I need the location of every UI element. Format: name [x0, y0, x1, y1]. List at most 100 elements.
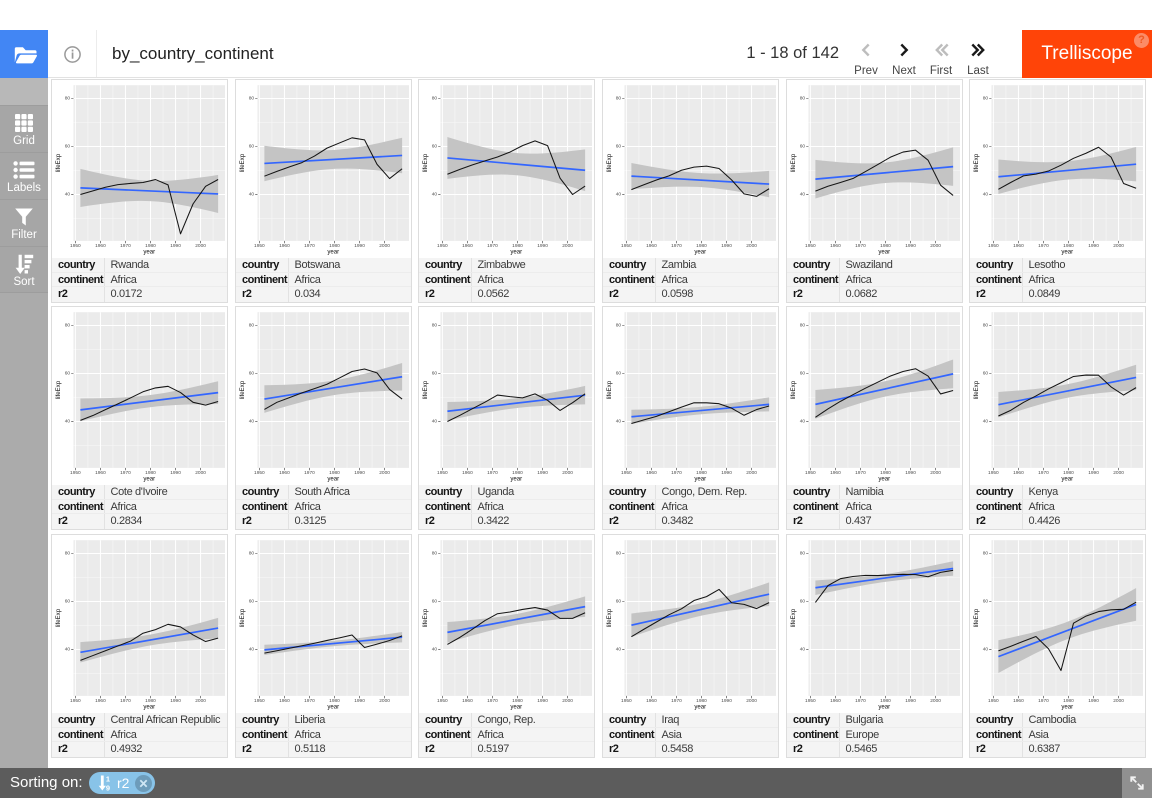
svg-text:80: 80: [249, 96, 255, 102]
svg-text:1990: 1990: [905, 470, 916, 476]
svg-text:1960: 1960: [1013, 470, 1024, 476]
svg-text:40: 40: [800, 191, 806, 197]
svg-text:1960: 1960: [646, 470, 657, 476]
svg-text:lifeExp: lifeExp: [790, 153, 797, 172]
svg-text:1960: 1960: [462, 470, 473, 476]
svg-text:40: 40: [432, 646, 438, 652]
svg-text:1960: 1960: [646, 243, 657, 249]
svg-text:2000: 2000: [746, 698, 757, 704]
svg-text:80: 80: [432, 323, 438, 329]
svg-text:1980: 1980: [329, 243, 340, 249]
svg-text:40: 40: [249, 191, 255, 197]
svg-text:60: 60: [983, 599, 989, 605]
svg-text:40: 40: [800, 646, 806, 652]
svg-text:1970: 1970: [1038, 243, 1049, 249]
svg-text:60: 60: [616, 599, 622, 605]
svg-text:2000: 2000: [562, 470, 573, 476]
svg-text:lifeExp: lifeExp: [606, 380, 613, 399]
svg-text:60: 60: [432, 599, 438, 605]
svg-text:1: 1: [106, 775, 110, 784]
svg-text:40: 40: [65, 646, 71, 652]
svg-text:lifeExp: lifeExp: [239, 153, 246, 172]
svg-text:1990: 1990: [1088, 243, 1099, 249]
svg-text:lifeExp: lifeExp: [606, 153, 613, 172]
svg-text:lifeExp: lifeExp: [422, 608, 429, 627]
svg-text:80: 80: [249, 323, 255, 329]
svg-text:2000: 2000: [1113, 698, 1124, 704]
svg-text:2000: 2000: [746, 470, 757, 476]
svg-text:80: 80: [983, 551, 989, 557]
svg-text:1990: 1990: [537, 243, 548, 249]
svg-text:2000: 2000: [562, 698, 573, 704]
svg-text:40: 40: [616, 646, 622, 652]
svg-text:1960: 1960: [1013, 698, 1024, 704]
svg-text:1970: 1970: [1038, 470, 1049, 476]
svg-text:60: 60: [249, 599, 255, 605]
svg-text:1970: 1970: [671, 698, 682, 704]
svg-text:80: 80: [616, 323, 622, 329]
svg-text:1980: 1980: [512, 470, 523, 476]
svg-text:year: year: [510, 249, 522, 256]
svg-text:1980: 1980: [145, 243, 156, 249]
svg-text:80: 80: [800, 323, 806, 329]
svg-text:1950: 1950: [988, 698, 999, 704]
svg-text:1960: 1960: [279, 470, 290, 476]
svg-text:lifeExp: lifeExp: [55, 608, 62, 627]
svg-text:1960: 1960: [462, 243, 473, 249]
svg-text:year: year: [1061, 476, 1073, 483]
svg-text:60: 60: [65, 599, 71, 605]
svg-text:1960: 1960: [646, 698, 657, 704]
svg-text:lifeExp: lifeExp: [239, 380, 246, 399]
svg-text:1990: 1990: [721, 698, 732, 704]
svg-text:80: 80: [432, 551, 438, 557]
svg-text:40: 40: [616, 418, 622, 424]
svg-text:40: 40: [983, 191, 989, 197]
svg-text:year: year: [143, 249, 155, 256]
svg-text:1960: 1960: [95, 698, 106, 704]
svg-text:1990: 1990: [354, 698, 365, 704]
svg-text:1970: 1970: [304, 470, 315, 476]
svg-text:1970: 1970: [120, 470, 131, 476]
svg-text:40: 40: [65, 191, 71, 197]
svg-text:year: year: [694, 249, 706, 256]
svg-text:1970: 1970: [671, 243, 682, 249]
svg-text:1970: 1970: [855, 470, 866, 476]
svg-text:1960: 1960: [95, 243, 106, 249]
svg-text:1980: 1980: [145, 698, 156, 704]
svg-text:1960: 1960: [830, 243, 841, 249]
svg-text:2000: 2000: [195, 698, 206, 704]
svg-text:year: year: [510, 704, 522, 711]
svg-text:1950: 1950: [70, 243, 81, 249]
svg-text:1950: 1950: [988, 470, 999, 476]
svg-text:60: 60: [800, 371, 806, 377]
svg-text:1960: 1960: [830, 470, 841, 476]
svg-text:year: year: [1061, 249, 1073, 256]
svg-text:60: 60: [65, 144, 71, 150]
svg-text:year: year: [1061, 704, 1073, 711]
svg-text:year: year: [878, 249, 890, 256]
svg-text:lifeExp: lifeExp: [239, 608, 246, 627]
svg-text:60: 60: [983, 371, 989, 377]
svg-text:1980: 1980: [880, 243, 891, 249]
svg-text:2000: 2000: [379, 470, 390, 476]
svg-text:1950: 1950: [437, 698, 448, 704]
svg-text:1960: 1960: [279, 698, 290, 704]
svg-text:1980: 1980: [512, 243, 523, 249]
svg-text:1970: 1970: [855, 243, 866, 249]
svg-text:1970: 1970: [120, 243, 131, 249]
svg-text:1950: 1950: [254, 243, 265, 249]
svg-text:1970: 1970: [487, 243, 498, 249]
svg-text:1990: 1990: [354, 243, 365, 249]
svg-text:60: 60: [432, 144, 438, 150]
svg-text:2000: 2000: [930, 243, 941, 249]
svg-text:year: year: [878, 476, 890, 483]
svg-text:1950: 1950: [437, 470, 448, 476]
svg-text:1980: 1980: [145, 470, 156, 476]
svg-text:40: 40: [616, 191, 622, 197]
svg-text:1950: 1950: [437, 243, 448, 249]
svg-text:1950: 1950: [254, 470, 265, 476]
svg-text:80: 80: [65, 551, 71, 557]
svg-text:1970: 1970: [855, 698, 866, 704]
svg-text:40: 40: [65, 418, 71, 424]
svg-text:1990: 1990: [354, 470, 365, 476]
